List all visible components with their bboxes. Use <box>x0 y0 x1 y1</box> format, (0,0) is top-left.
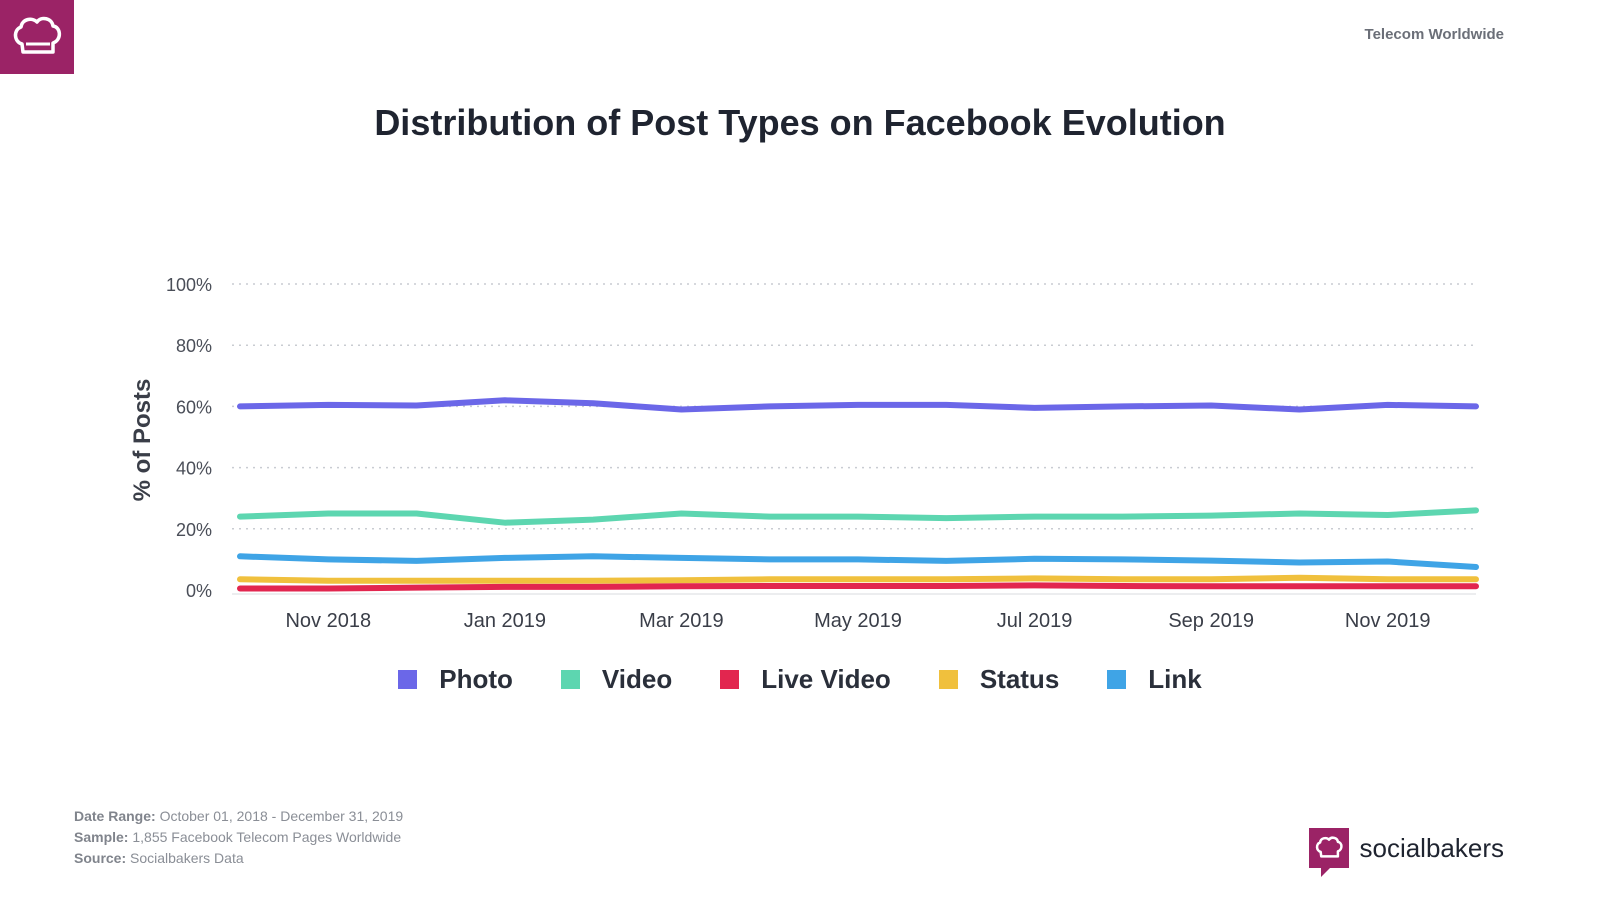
y-tick-label: 80% <box>176 336 212 356</box>
brand-name: socialbakers <box>1359 832 1504 863</box>
chart-title: Distribution of Post Types on Facebook E… <box>374 102 1226 143</box>
x-tick-label: Nov 2018 <box>285 610 371 632</box>
y-tick-label: 40% <box>176 459 212 479</box>
legend-label: Link <box>1148 664 1202 694</box>
series-line-video <box>237 507 1479 526</box>
y-tick-label: 60% <box>176 397 212 417</box>
legend-item-status[interactable]: Status <box>938 664 1060 695</box>
chart-legend: Photo Video Live Video Status Link <box>0 664 1600 695</box>
brand-mark <box>1309 828 1350 877</box>
legend-item-photo[interactable]: Photo <box>398 664 513 695</box>
source-line: Source: Socialbakers Data <box>74 850 244 866</box>
series-line-live-video <box>237 582 1479 592</box>
legend-swatch <box>720 670 740 689</box>
x-tick-label: Sep 2019 <box>1168 610 1254 632</box>
x-axis-ticks: Nov 2018 Jan 2019 Mar 2019 May 2019 Jul 2019… <box>285 610 1430 632</box>
legend-swatch <box>938 670 958 689</box>
y-axis-ticks: 0% 20% 40% 60% 80% 100% <box>166 275 212 601</box>
legend-swatch <box>398 670 418 689</box>
series-line-status <box>237 574 1479 584</box>
legend-item-live-video[interactable]: Live Video <box>720 664 891 695</box>
legend-swatch <box>1107 670 1127 689</box>
chef-hat-icon <box>13 16 62 54</box>
x-tick-label: Mar 2019 <box>639 610 724 632</box>
region-label: Telecom Worldwide <box>1364 26 1504 43</box>
legend-swatch <box>560 670 580 689</box>
series-line-photo <box>237 397 1479 413</box>
y-tick-label: 100% <box>166 275 212 295</box>
series-lines <box>237 397 1479 592</box>
y-tick-label: 20% <box>176 520 212 540</box>
legend-label: Photo <box>439 664 513 694</box>
chef-hat-icon <box>1316 836 1344 858</box>
y-axis-title: % of Posts <box>129 379 156 502</box>
legend-label: Video <box>601 664 673 694</box>
series-line-link <box>237 553 1479 570</box>
x-tick-label: Jul 2019 <box>997 610 1073 632</box>
x-tick-label: Nov 2019 <box>1345 610 1431 632</box>
x-tick-label: Jan 2019 <box>464 610 546 632</box>
footer-notes: Date Range: October 01, 2018 - December … <box>74 806 403 869</box>
brand-logo[interactable] <box>0 0 74 74</box>
date-range-line: Date Range: October 01, 2018 - December … <box>74 808 404 824</box>
legend-label: Status <box>979 664 1060 694</box>
x-tick-label: May 2019 <box>814 610 902 632</box>
legend-item-video[interactable]: Video <box>560 664 673 695</box>
brand-footer-logo[interactable]: socialbakers <box>1309 828 1504 877</box>
y-tick-label: 0% <box>186 581 212 601</box>
sample-line: Sample: 1,855 Facebook Telecom Pages Wor… <box>74 829 402 845</box>
legend-label: Live Video <box>761 664 891 694</box>
legend-item-link[interactable]: Link <box>1107 664 1202 695</box>
